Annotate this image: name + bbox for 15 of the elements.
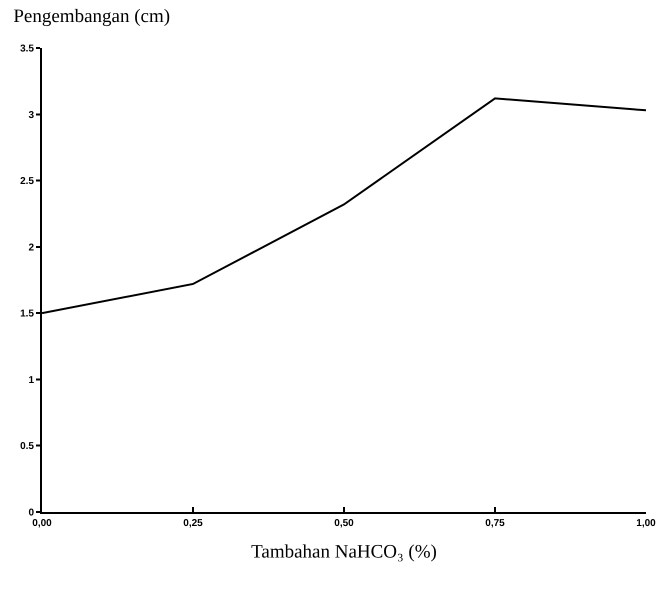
x-tick-label: 0,50 [334, 518, 354, 529]
y-tick-label: 3 [28, 110, 34, 121]
y-tick-label: 1 [28, 374, 34, 386]
chart-title: Pengembangan (cm) [13, 6, 170, 28]
x-tick-label: 0,00 [32, 518, 52, 529]
x-tick-label: 0,75 [485, 518, 506, 529]
x-axis-title: Tambahan NaHCO₃ (%) [251, 541, 437, 562]
y-tick-label: 1.5 [20, 308, 34, 320]
y-tick-label: 2 [28, 242, 34, 254]
y-tick-label: 2.5 [20, 176, 34, 188]
y-tick-label: 0.5 [20, 441, 34, 452]
y-tick-label: 3.5 [20, 44, 34, 54]
y-tick-label: 0 [28, 508, 34, 518]
x-tick-label: 1,00 [636, 518, 656, 529]
x-tick-label: 0,25 [183, 518, 204, 529]
